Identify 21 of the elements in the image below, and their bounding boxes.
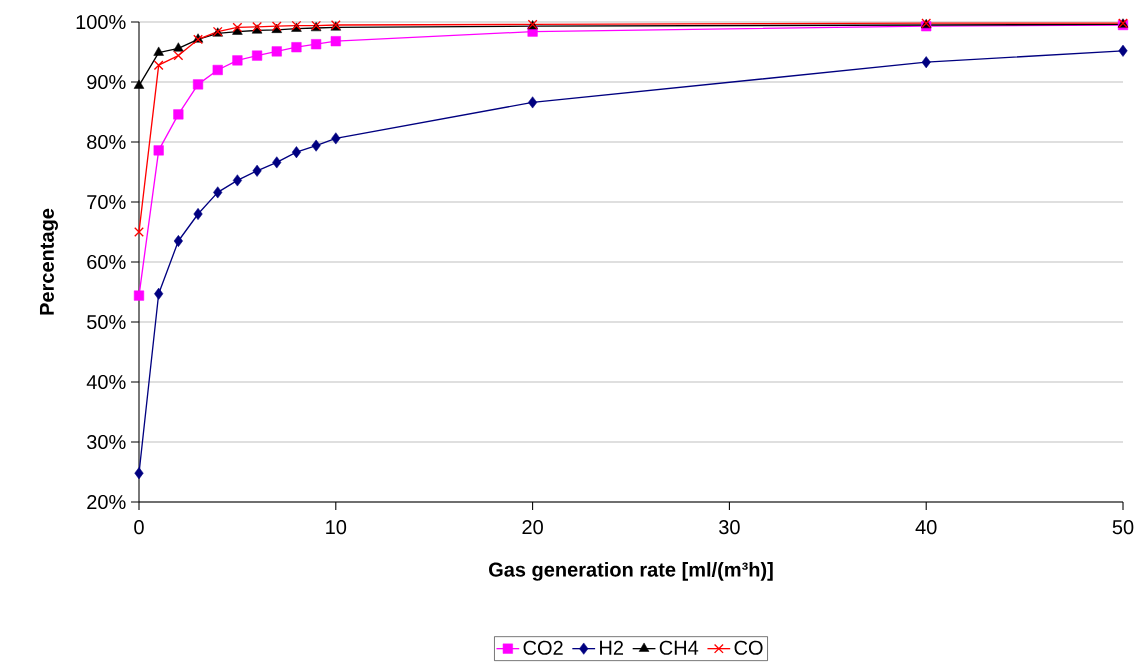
legend-label: CO [734,640,763,655]
x-tick-label: 30 [719,520,740,535]
x-axis-title: Gas generation rate [ml/(m³h)] [489,562,773,581]
y-tick-label: 80% [87,134,126,150]
x-tick-label: 50 [1112,520,1134,535]
legend-label: CO2 [523,640,563,655]
y-tick-label: 70% [87,194,126,210]
y-tick-label: 100% [76,14,126,30]
y-tick-label: 50% [87,314,126,330]
y-axis-title: Percentage [39,208,58,315]
x-tick-label: 40 [915,520,937,535]
y-tick-label: 90% [87,74,126,90]
y-tick-label: 30% [87,434,126,450]
legend-label: H2 [600,640,623,655]
y-tick-label: 40% [86,374,126,390]
y-tick-label: 60% [87,254,126,270]
x-tick-label: 20 [522,520,543,535]
legend-label: CH4 [659,640,699,655]
x-tick-label: 0 [134,520,144,535]
x-tick-label: 10 [326,520,347,535]
y-tick-label: 20% [87,494,126,510]
